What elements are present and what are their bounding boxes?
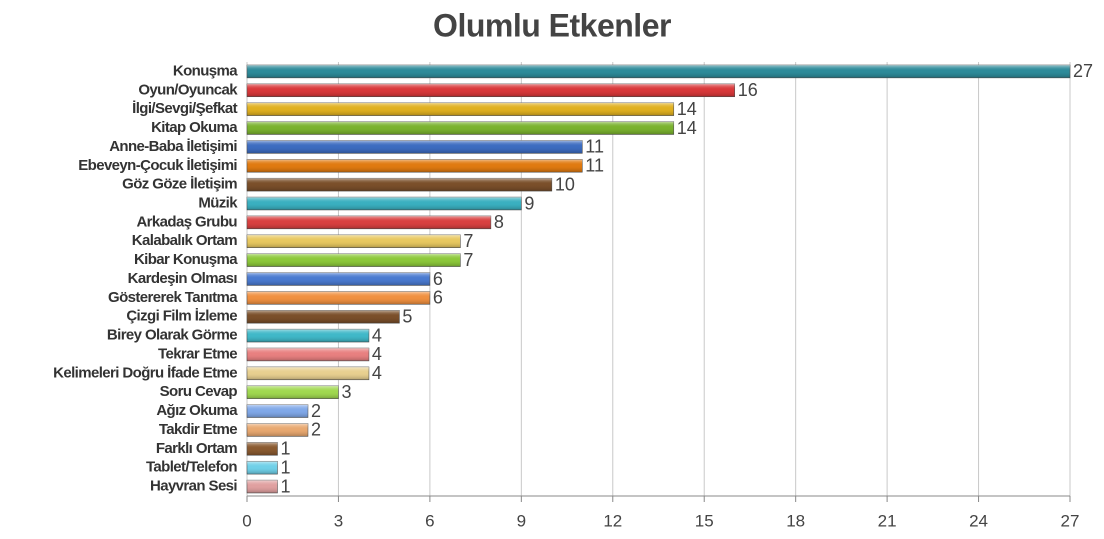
y-tick-label: Soru Cevap <box>160 383 238 400</box>
y-tick-label: Göz Göze İletişim <box>122 176 237 193</box>
y-tick-label: Kelimeleri Doğru İfade Etme <box>53 364 237 381</box>
x-tick-label: 18 <box>786 511 805 530</box>
y-tick-label: Konuşma <box>173 62 238 79</box>
y-tick-label: Birey Olarak Görme <box>107 327 237 344</box>
value-label: 11 <box>585 137 604 157</box>
y-tick-label: Tablet/Telefon <box>146 459 237 476</box>
value-label: 1 <box>280 439 290 459</box>
chart-title: Olumlu Etkenler <box>433 7 671 43</box>
x-tick-label: 24 <box>969 511 988 530</box>
value-label: 9 <box>524 193 534 213</box>
bar-shine <box>247 348 369 361</box>
bar-shine <box>247 461 278 475</box>
value-label: 4 <box>372 325 382 345</box>
y-tick-label: Çizgi Film İzleme <box>126 308 237 325</box>
value-label: 16 <box>738 80 758 100</box>
value-label: 5 <box>402 306 412 326</box>
x-tick-label: 3 <box>334 511 343 530</box>
x-tick-label: 9 <box>517 511 526 530</box>
x-tick-label: 21 <box>878 511 897 530</box>
value-label: 10 <box>555 174 575 194</box>
value-label: 7 <box>463 231 473 251</box>
x-tick-label: 6 <box>425 511 434 530</box>
value-label: 4 <box>372 363 382 383</box>
value-label: 2 <box>311 420 321 440</box>
bar-shine <box>247 404 308 418</box>
bar-shine <box>247 215 491 229</box>
value-label: 4 <box>372 344 382 364</box>
bar-shine <box>247 234 461 248</box>
x-tick-label: 27 <box>1061 511 1080 530</box>
y-tick-label: Ebeveyn-Çocuk İletişimi <box>78 157 237 174</box>
value-label: 27 <box>1073 61 1093 81</box>
bar-shine <box>247 272 430 286</box>
x-tick-label: 15 <box>695 511 714 530</box>
y-tick-label: Farklı Ortam <box>156 440 237 457</box>
bar-shine <box>247 385 339 399</box>
bar-shine <box>247 480 278 493</box>
x-tick-label: 12 <box>603 511 622 530</box>
value-label: 2 <box>311 401 321 421</box>
y-tick-label: Ağız Okuma <box>156 402 238 419</box>
value-label: 11 <box>585 156 604 176</box>
bar-shine <box>247 178 552 192</box>
y-tick-label: Hayvran Sesi <box>150 478 237 495</box>
value-label: 6 <box>433 269 443 289</box>
y-tick-label: Göstererek Tanıtma <box>108 289 238 306</box>
bar-shine <box>247 159 583 173</box>
bar-shine <box>247 423 308 437</box>
value-label: 14 <box>677 118 697 138</box>
bar-shine <box>247 102 674 116</box>
value-label: 8 <box>494 212 504 232</box>
value-label: 1 <box>280 457 290 477</box>
y-tick-label: Kardeşin Olması <box>128 270 238 287</box>
y-tick-label: Tekrar Etme <box>158 345 237 362</box>
y-tick-label: Kalabalık Ortam <box>132 232 237 249</box>
x-tick-label: 0 <box>242 511 251 530</box>
bar-shine <box>247 65 1070 78</box>
bar-shine <box>247 442 278 456</box>
y-tick-label: Anne-Baba İletişimi <box>109 138 237 155</box>
y-tick-label: Kitap Okuma <box>151 119 238 136</box>
bar-shine <box>247 366 369 380</box>
bar-shine <box>247 121 674 135</box>
bar-shine <box>247 329 369 343</box>
y-tick-label: Kibar Konuşma <box>134 251 238 268</box>
value-label: 7 <box>463 250 473 270</box>
y-tick-label: Arkadaş Grubu <box>136 213 237 230</box>
y-tick-label: Takdir Etme <box>159 421 237 438</box>
bar-shine <box>247 291 430 305</box>
value-label: 1 <box>280 476 290 496</box>
y-tick-label: İlgi/Sevgi/Şefkat <box>132 100 237 117</box>
y-tick-label: Oyun/Oyuncak <box>138 81 238 98</box>
bar-shine <box>247 140 583 154</box>
value-label: 3 <box>341 382 351 402</box>
value-label: 6 <box>433 288 443 308</box>
value-label: 14 <box>677 99 697 119</box>
bar-shine <box>247 197 522 210</box>
bar-shine <box>247 83 735 97</box>
bar-shine <box>247 253 461 267</box>
bar-shine <box>247 310 400 324</box>
y-tick-label: Müzik <box>198 194 238 211</box>
